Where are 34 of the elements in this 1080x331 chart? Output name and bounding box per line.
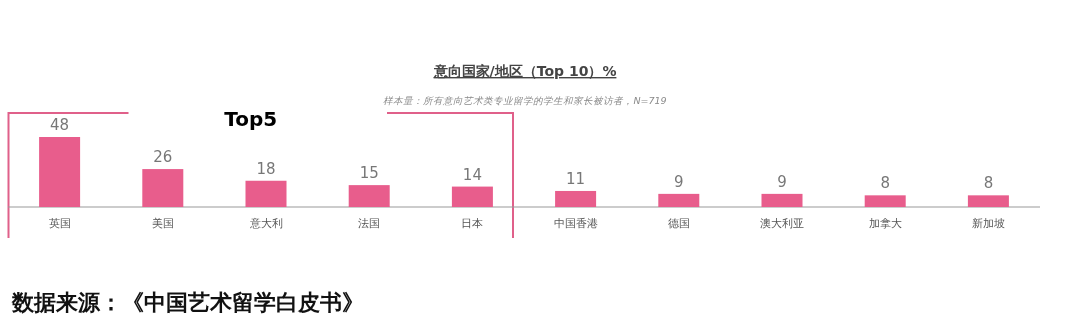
data-label: 48 bbox=[50, 116, 70, 134]
bar bbox=[245, 180, 287, 207]
x-tick-label: 意大利 bbox=[248, 217, 283, 230]
bar bbox=[451, 186, 493, 207]
x-tick-label: 中国香港 bbox=[553, 217, 598, 230]
bar bbox=[39, 137, 81, 207]
x-tick-label: 英国 bbox=[48, 217, 71, 230]
bar bbox=[864, 195, 906, 207]
data-label: 9 bbox=[777, 172, 787, 191]
x-tick-label: 美国 bbox=[151, 217, 174, 230]
text: Top5 bbox=[224, 107, 278, 131]
x-tick-label: 澳大利亚 bbox=[760, 217, 804, 230]
source-note: 数据来源：《中国艺术留学白皮书》 bbox=[11, 290, 364, 315]
x-tick-label: 德国 bbox=[667, 217, 690, 230]
data-label: 14 bbox=[462, 165, 482, 184]
x-tick-label: 法国 bbox=[358, 217, 381, 230]
bar bbox=[658, 193, 700, 207]
data-label: 26 bbox=[153, 148, 173, 167]
x-tick-label: 新加坡 bbox=[971, 217, 1005, 230]
x-tick-label: 日本 bbox=[461, 217, 484, 230]
bar bbox=[142, 169, 184, 207]
bar bbox=[555, 190, 597, 207]
chart-subtitle: 样本量：所有意向艺术类专业留学的学生和家长被访者，N=719 bbox=[383, 95, 667, 106]
chart-title: 意向国家/地区（Top 10）% bbox=[432, 63, 617, 79]
data-label: 8 bbox=[983, 174, 994, 193]
data-label: 11 bbox=[566, 169, 586, 188]
data-label: 15 bbox=[359, 164, 379, 183]
data-label: 9 bbox=[674, 172, 684, 191]
bar bbox=[348, 185, 390, 207]
x-tick-label: 加拿大 bbox=[868, 217, 902, 230]
data-label: 18 bbox=[256, 159, 276, 178]
data-label: 8 bbox=[880, 174, 890, 193]
bar bbox=[761, 193, 803, 207]
bar bbox=[967, 195, 1009, 207]
